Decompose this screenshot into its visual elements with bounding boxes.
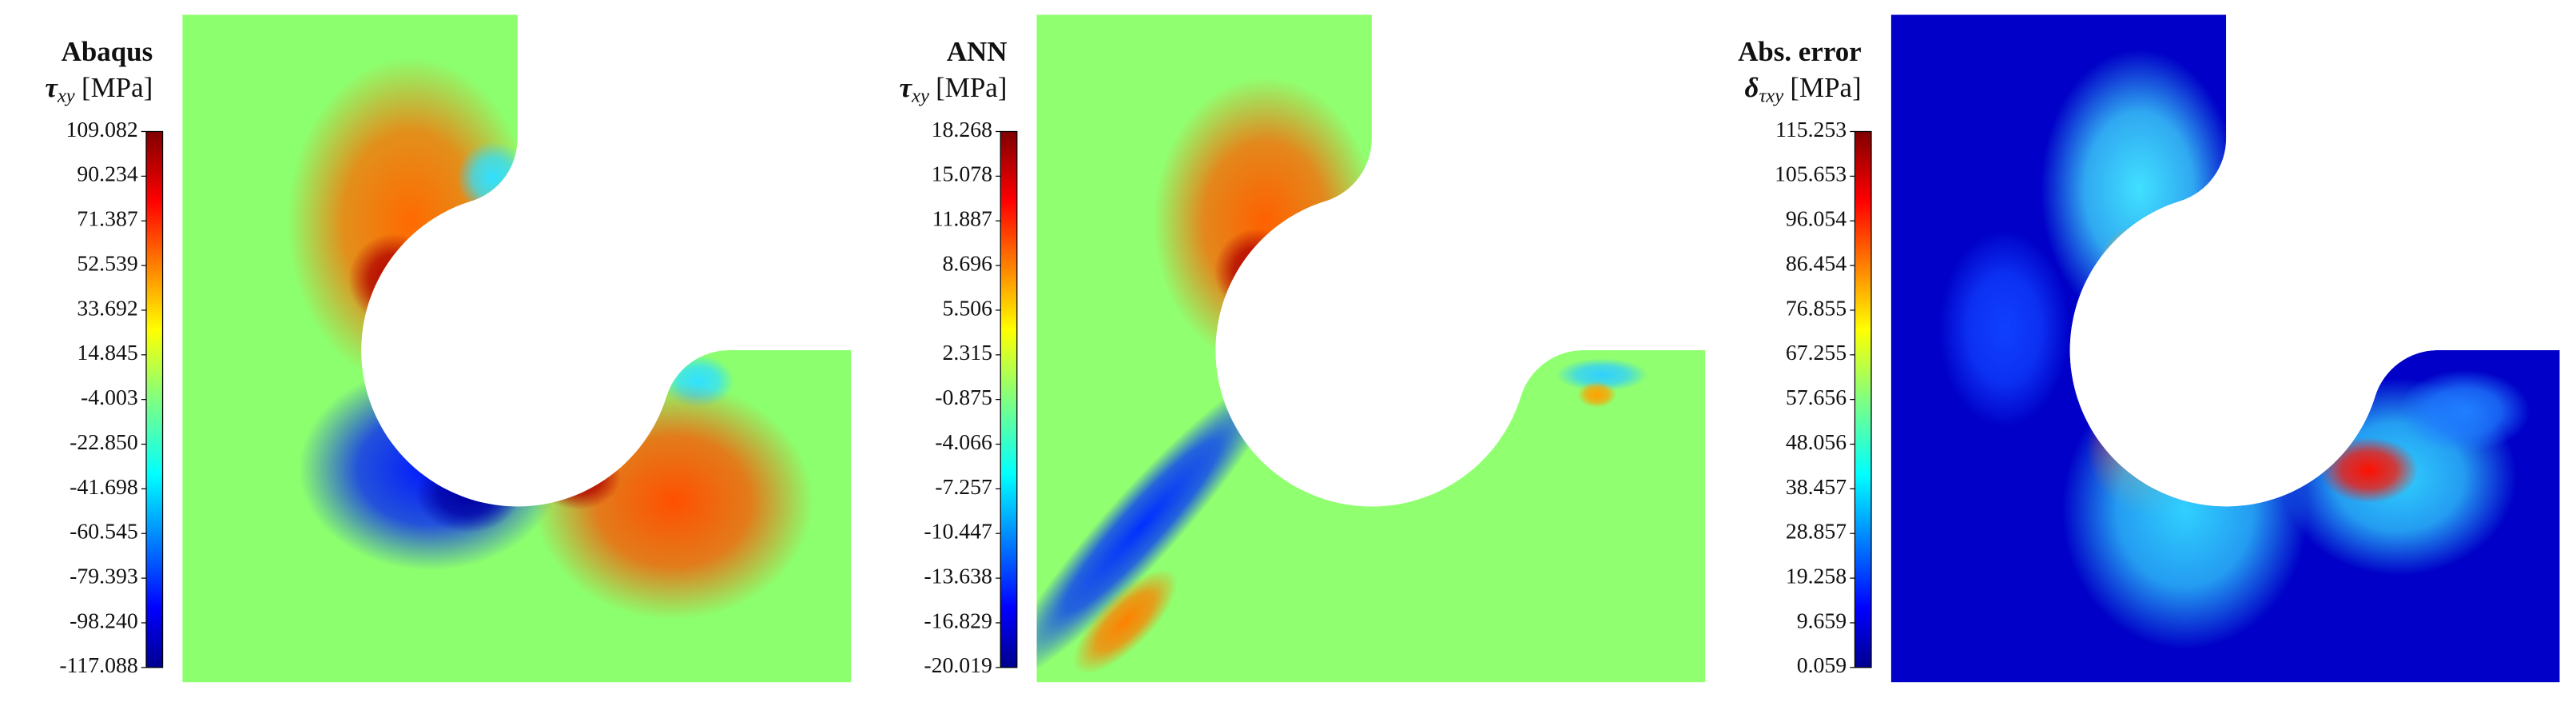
colorbar-tick-label: 38.457 bbox=[1786, 475, 1847, 500]
field-blob bbox=[1556, 358, 1648, 392]
colorbar-label: δτxy [MPa] bbox=[1745, 72, 1862, 106]
colorbar-tick-label: -22.850 bbox=[70, 430, 138, 455]
colorbar-tick-label: 11.887 bbox=[932, 207, 992, 232]
label-symbol: τ bbox=[900, 72, 913, 103]
colorbar bbox=[145, 130, 164, 668]
field-blob bbox=[1153, 77, 1377, 367]
colorbar-tick-label: -4.066 bbox=[935, 430, 992, 455]
colorbar-tick-label: -7.257 bbox=[935, 475, 992, 500]
label-unit: [MPa] bbox=[1790, 72, 1861, 103]
colorbar-tick-label: 5.506 bbox=[943, 296, 993, 321]
colorbar-label: τxy [MPa] bbox=[900, 72, 1008, 106]
colorbar-tick-label: -117.088 bbox=[59, 653, 137, 678]
colorbar-tick-label: -4.003 bbox=[81, 385, 138, 410]
field-blob bbox=[1073, 568, 1178, 674]
colorbar-tick-label: 33.692 bbox=[77, 296, 137, 321]
colorbar-tick-label: -79.393 bbox=[70, 564, 138, 588]
colorbar-tick-label: 105.653 bbox=[1775, 162, 1847, 187]
colorbar-tick-label: -16.829 bbox=[924, 608, 992, 633]
colorbar-tick-label: 15.078 bbox=[932, 162, 992, 187]
colorbar-tick-label: -13.638 bbox=[924, 564, 992, 588]
field-blob bbox=[2096, 226, 2169, 326]
field-blob bbox=[348, 233, 441, 326]
colorbar-tick-label: 2.315 bbox=[943, 341, 992, 365]
label-unit: [MPa] bbox=[936, 72, 1007, 103]
field-blob bbox=[535, 444, 622, 510]
colorbar-tick-label: -41.698 bbox=[70, 475, 138, 500]
field-blob bbox=[2399, 369, 2530, 453]
field-blob bbox=[1036, 371, 1282, 681]
colorbar-tick-label: 67.255 bbox=[1786, 341, 1847, 365]
panel-title: Abs. error bbox=[1738, 36, 1862, 67]
colorbar-tick-label: 9.659 bbox=[1797, 608, 1847, 633]
colorbar-tick-label: 14.845 bbox=[77, 341, 137, 365]
field-blob bbox=[1938, 229, 2070, 428]
field-blob bbox=[299, 366, 563, 571]
label-symbol: δ bbox=[1745, 72, 1759, 103]
colorbar bbox=[1000, 130, 1018, 668]
panel: ANN τxy [MPa] 18.268 15.078 11.887 8.696 5.506 2… bbox=[900, 14, 1706, 683]
field-blob bbox=[415, 453, 521, 533]
field bbox=[182, 14, 852, 683]
colorbar-tick-label: 90.234 bbox=[77, 162, 137, 187]
field-blob bbox=[2320, 437, 2419, 504]
colorbar-tick-label: 28.857 bbox=[1786, 520, 1847, 544]
field bbox=[1890, 14, 2560, 683]
label-symbol: τ bbox=[45, 72, 58, 103]
colorbar bbox=[1854, 130, 1872, 668]
colorbar-tick-label: 8.696 bbox=[943, 251, 993, 276]
colorbar-tick-label: 86.454 bbox=[1786, 251, 1847, 276]
colorbar-tick-label: -98.240 bbox=[70, 608, 138, 633]
label-unit: [MPa] bbox=[81, 72, 153, 103]
colorbar-tick-label: 57.656 bbox=[1786, 385, 1847, 410]
label-subscript: xy bbox=[911, 85, 929, 106]
label-subscript: xy bbox=[57, 85, 75, 106]
colorbar-tick-label: 115.253 bbox=[1775, 118, 1847, 142]
colorbar-tick-label: 71.387 bbox=[77, 207, 137, 232]
panel-title: Abaqus bbox=[62, 36, 153, 67]
colorbar-tick-label: -10.447 bbox=[924, 520, 992, 544]
panel-title: ANN bbox=[947, 36, 1008, 67]
field-blob bbox=[2040, 49, 2238, 329]
field-blob bbox=[456, 141, 530, 214]
field-blob bbox=[287, 57, 535, 387]
field-blob bbox=[1214, 228, 1300, 314]
field bbox=[1036, 14, 1706, 683]
colorbar-tick-label: 48.056 bbox=[1786, 430, 1847, 455]
colorbar-tick-label: 52.539 bbox=[77, 251, 137, 276]
colorbar-tick-label: 18.268 bbox=[932, 118, 992, 142]
colorbar-tick-label: 0.059 bbox=[1797, 653, 1847, 678]
colorbar-tick-label: -20.019 bbox=[924, 653, 992, 678]
field-blob bbox=[1576, 381, 1617, 408]
colorbar-tick-label: -60.545 bbox=[70, 520, 138, 544]
field-blob bbox=[2061, 369, 2308, 650]
colorbar-label: τxy [MPa] bbox=[45, 72, 153, 106]
label-subscript: τxy bbox=[1759, 85, 1783, 106]
panel: Abs. error δτxy [MPa] 115.253 105.653 96.054 8… bbox=[1738, 14, 2560, 683]
colorbar-tick-label: 96.054 bbox=[1786, 207, 1847, 232]
colorbar-tick-label: -0.875 bbox=[935, 385, 992, 410]
colorbar-tick-label: 76.855 bbox=[1786, 296, 1847, 321]
colorbar-tick-label: 19.258 bbox=[1786, 564, 1847, 588]
colorbar-tick-label: 109.082 bbox=[66, 118, 138, 142]
